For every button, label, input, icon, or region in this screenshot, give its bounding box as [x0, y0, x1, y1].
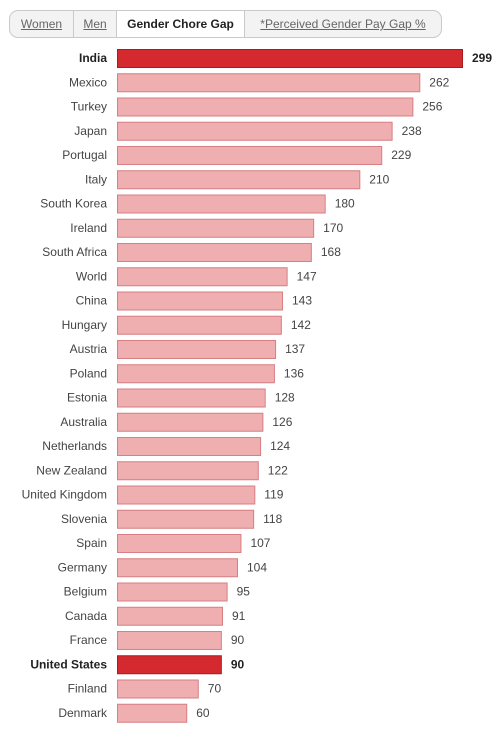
bar-hungary[interactable]: [117, 315, 282, 335]
category-label-italy: Italy: [85, 172, 107, 186]
tab-men[interactable]: Men: [74, 11, 117, 37]
bar-germany[interactable]: [117, 558, 238, 578]
category-label-poland: Poland: [70, 366, 107, 380]
bar-india[interactable]: [117, 49, 463, 68]
value-label-india: 299: [472, 51, 492, 65]
bar-finland[interactable]: [117, 679, 199, 699]
bar-united-kingdom[interactable]: [117, 485, 256, 505]
bar-australia[interactable]: [117, 412, 264, 432]
category-label-belgium: Belgium: [64, 585, 107, 599]
bar-poland[interactable]: [117, 364, 275, 384]
category-label-slovenia: Slovenia: [61, 512, 107, 526]
value-label-new-zealand: 122: [268, 463, 288, 477]
value-label-china: 143: [292, 294, 312, 308]
value-label-australia: 126: [272, 415, 292, 429]
value-label-denmark: 60: [196, 706, 210, 720]
value-label-france: 90: [231, 633, 245, 647]
value-label-turkey: 256: [422, 100, 442, 114]
category-label-portugal: Portugal: [62, 148, 107, 162]
category-label-france: France: [70, 633, 108, 647]
bar-canada[interactable]: [117, 606, 223, 626]
bar-slovenia[interactable]: [117, 509, 255, 529]
value-label-united-states: 90: [231, 657, 245, 671]
bar-south-korea[interactable]: [117, 194, 326, 214]
tab-bar: Women Men Gender Chore Gap *Perceived Ge…: [9, 10, 442, 38]
value-label-south-korea: 180: [335, 197, 355, 211]
category-label-netherlands: Netherlands: [42, 439, 107, 453]
category-label-south-korea: South Korea: [40, 197, 107, 211]
category-label-germany: Germany: [58, 560, 107, 574]
category-label-spain: Spain: [76, 536, 107, 550]
value-label-world: 147: [297, 269, 317, 283]
value-label-united-kingdom: 119: [264, 488, 283, 502]
category-label-estonia: Estonia: [67, 391, 107, 405]
value-label-canada: 91: [232, 609, 246, 623]
bar-ireland[interactable]: [117, 218, 315, 238]
bar-china[interactable]: [117, 291, 283, 311]
category-label-world: World: [76, 269, 107, 283]
value-label-estonia: 128: [275, 391, 295, 405]
category-label-turkey: Turkey: [71, 100, 107, 114]
bar-france[interactable]: [117, 631, 222, 650]
value-label-netherlands: 124: [270, 439, 290, 453]
value-label-belgium: 95: [237, 585, 251, 599]
bar-spain[interactable]: [117, 534, 242, 553]
value-label-austria: 137: [285, 342, 305, 356]
value-label-mexico: 262: [429, 75, 449, 89]
category-label-new-zealand: New Zealand: [36, 463, 107, 477]
value-label-poland: 136: [284, 366, 304, 380]
category-label-finland: Finland: [68, 682, 107, 696]
category-label-canada: Canada: [65, 609, 107, 623]
category-label-hungary: Hungary: [62, 318, 107, 332]
bar-turkey[interactable]: [117, 97, 414, 117]
category-label-china: China: [76, 294, 108, 308]
value-label-finland: 70: [208, 682, 222, 696]
category-label-australia: Australia: [60, 415, 107, 429]
bar-denmark[interactable]: [117, 703, 188, 723]
value-label-spain: 107: [250, 536, 270, 550]
bar-austria[interactable]: [117, 340, 277, 359]
category-label-austria: Austria: [70, 342, 108, 356]
category-label-united-states: United States: [30, 657, 107, 671]
bar-italy[interactable]: [117, 170, 361, 190]
value-label-japan: 238: [402, 124, 422, 138]
bar-mexico[interactable]: [117, 73, 421, 93]
bar-belgium[interactable]: [117, 582, 228, 602]
bar-estonia[interactable]: [117, 388, 266, 408]
category-label-ireland: Ireland: [70, 221, 107, 235]
category-label-denmark: Denmark: [58, 706, 108, 720]
value-label-slovenia: 118: [263, 512, 282, 526]
category-label-japan: Japan: [74, 124, 107, 138]
bar-japan[interactable]: [117, 121, 393, 141]
value-label-italy: 210: [369, 172, 389, 186]
value-label-ireland: 170: [323, 221, 343, 235]
category-label-united-kingdom: United Kingdom: [22, 488, 107, 502]
value-label-south-africa: 168: [321, 245, 341, 259]
value-label-portugal: 229: [391, 148, 411, 162]
bar-united-states[interactable]: [117, 655, 222, 675]
bar-world[interactable]: [117, 267, 288, 287]
category-label-mexico: Mexico: [69, 75, 107, 89]
bar-new-zealand[interactable]: [117, 461, 259, 481]
category-label-south-africa: South Africa: [42, 245, 107, 259]
value-label-germany: 104: [247, 560, 267, 574]
category-label-india: India: [79, 51, 107, 65]
tab-women[interactable]: Women: [10, 11, 74, 37]
tab-gender-chore-gap[interactable]: Gender Chore Gap: [117, 11, 245, 37]
bar-netherlands[interactable]: [117, 437, 262, 456]
bar-portugal[interactable]: [117, 146, 383, 165]
tab-perceived-gender-pay-gap[interactable]: *Perceived Gender Pay Gap %: [260, 17, 426, 31]
value-label-hungary: 142: [291, 318, 311, 332]
bar-south-africa[interactable]: [117, 243, 312, 262]
